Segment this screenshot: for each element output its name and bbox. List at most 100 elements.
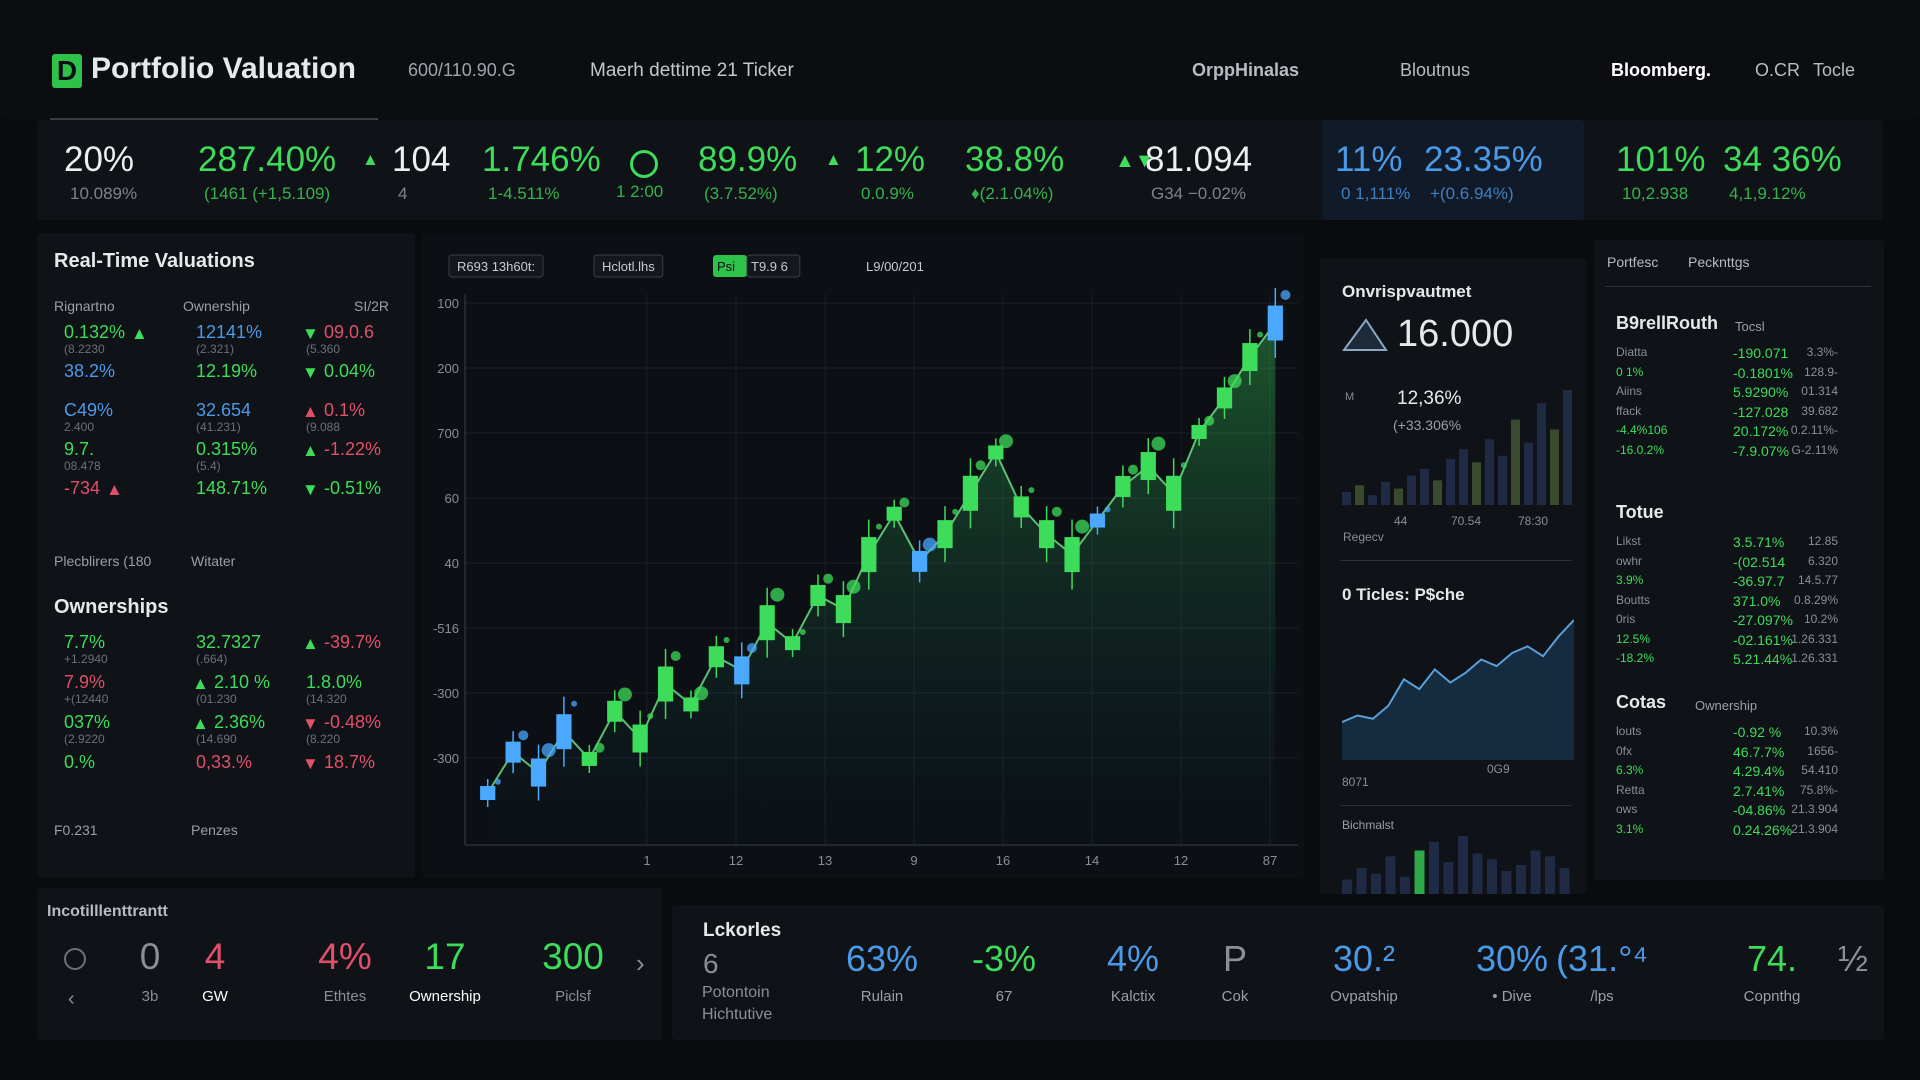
stat-value: P bbox=[1222, 938, 1247, 979]
arrow-icon: ▼ bbox=[302, 754, 319, 773]
table-value: -1.22% bbox=[324, 439, 382, 459]
ticker-value: 81.094 bbox=[1145, 140, 1253, 179]
glow-dot bbox=[799, 628, 806, 635]
candle bbox=[1242, 343, 1258, 372]
y-tick-label: 40 bbox=[445, 556, 459, 571]
stat-value: 74. bbox=[1746, 938, 1798, 979]
sidebar-value: 46.7.7% bbox=[1733, 743, 1785, 760]
candle bbox=[835, 595, 852, 624]
table-value: 0.132% bbox=[64, 322, 126, 342]
toolbar-item: Psi bbox=[717, 259, 735, 274]
arrow-icon: ▲▼ bbox=[1115, 150, 1155, 172]
ticker-value: 101% bbox=[1616, 140, 1706, 179]
bar bbox=[1433, 480, 1442, 505]
ticker-sub: 0 1,111% bbox=[1341, 184, 1411, 203]
header-bar bbox=[0, 0, 1920, 118]
sidebar-value: Diatta bbox=[1616, 345, 1648, 359]
sidebar-value: -(02.514 bbox=[1733, 553, 1786, 570]
y-tick-label: 700 bbox=[437, 426, 459, 441]
overview-marker: M bbox=[1345, 391, 1355, 403]
stat-value: 30.² bbox=[1332, 938, 1396, 979]
y-tick-label: 100 bbox=[437, 296, 459, 311]
section-footer: Plecblirers (180 bbox=[54, 553, 152, 569]
sidebar-tab[interactable]: Portfesc bbox=[1607, 254, 1659, 270]
nav-item[interactable]: Bloutnus bbox=[1400, 60, 1471, 80]
ticker-sub: +(0.6.94%) bbox=[1430, 184, 1514, 203]
ticker-value: 11% bbox=[1335, 140, 1403, 179]
nav-item[interactable]: Tocle bbox=[1813, 60, 1856, 80]
sidebar-value: 20.172% bbox=[1733, 423, 1789, 439]
section-subtitle: Ownership bbox=[1695, 698, 1758, 713]
candle bbox=[1064, 537, 1080, 573]
stat-value: 4% bbox=[318, 936, 372, 977]
stat-label: /lps bbox=[1590, 988, 1614, 1005]
ticker-value: 38.8% bbox=[965, 140, 1065, 179]
glow-dot bbox=[1128, 464, 1139, 475]
table-value: -39.7% bbox=[324, 632, 382, 652]
bar bbox=[1407, 475, 1416, 505]
bar bbox=[1472, 462, 1481, 505]
glow-dot bbox=[875, 523, 882, 530]
nav-item[interactable]: O.CR bbox=[1755, 60, 1800, 80]
sidebar-value: -127.028 bbox=[1733, 403, 1789, 420]
ticker-sub: 1 2:00 bbox=[616, 182, 664, 201]
column-header: Rignartno bbox=[54, 298, 115, 314]
glow-dot bbox=[1051, 506, 1062, 517]
arrow-icon: ▼ bbox=[302, 324, 319, 343]
table-sub: 08.478 bbox=[64, 459, 101, 473]
ticker-sub: 4 bbox=[398, 184, 408, 203]
x-tick-label: 12 bbox=[729, 853, 743, 868]
next-button[interactable]: › bbox=[636, 948, 645, 978]
table-sub: (2.9220 bbox=[64, 732, 105, 746]
table-value: 037% bbox=[64, 712, 111, 732]
stat-label: • Dive bbox=[1492, 988, 1532, 1005]
ticker-sub: 4,1,9.12% bbox=[1729, 184, 1806, 203]
sidebar-tab[interactable]: Pecknttgs bbox=[1688, 254, 1750, 270]
x-tick-label: 1 bbox=[643, 853, 650, 868]
bar bbox=[1394, 488, 1403, 505]
candle bbox=[988, 445, 1004, 460]
stat-value: ½ bbox=[1837, 938, 1869, 979]
ticker-sub: (1461 (+1,5.109) bbox=[204, 184, 331, 203]
portfolio-selector[interactable]: 600/110.90.G bbox=[408, 60, 516, 80]
table-value: 09.0.6 bbox=[324, 322, 375, 342]
prev-button[interactable]: ‹ bbox=[68, 988, 75, 1010]
stat-label: Piclsf bbox=[555, 988, 591, 1005]
candle bbox=[657, 666, 674, 702]
glow-dot bbox=[518, 730, 529, 741]
logo: D bbox=[52, 54, 82, 88]
glow-dot bbox=[694, 686, 709, 701]
table-value: 0.04% bbox=[324, 361, 376, 381]
arrow-icon: ▲ bbox=[302, 634, 319, 653]
stat-label: Copnthg bbox=[1743, 988, 1801, 1005]
arrow-icon: ▼ bbox=[302, 480, 319, 499]
bar bbox=[1443, 862, 1454, 894]
x-tick-label: 70.54 bbox=[1451, 514, 1482, 528]
glow-dot bbox=[1180, 462, 1187, 469]
x-tick-label: 16 bbox=[996, 853, 1010, 868]
divider bbox=[1605, 286, 1871, 287]
candle bbox=[886, 506, 902, 521]
sidebar-value: 2.7.41% bbox=[1733, 782, 1785, 799]
triangle-icon bbox=[1342, 318, 1388, 351]
table-sub: (5.360 bbox=[306, 342, 341, 356]
nav-item[interactable]: Bloomberg. bbox=[1611, 60, 1712, 80]
x-tick-label: 87 bbox=[1263, 853, 1277, 868]
section-title: Incotilllenttrantt bbox=[47, 903, 168, 920]
ticker-sub: 0.0.9% bbox=[861, 184, 914, 203]
ticker-sub: G34 −0.02% bbox=[1151, 184, 1246, 203]
stat-value: 0 bbox=[139, 936, 161, 977]
candle bbox=[632, 724, 648, 753]
sidebar-value: ows bbox=[1616, 802, 1638, 816]
toolbar-item: T9.9 6 bbox=[751, 259, 788, 274]
search-field[interactable]: Maerh dettime 21 Ticker bbox=[590, 60, 794, 81]
table-value: C49% bbox=[64, 400, 114, 420]
nav-item[interactable]: OrppHinalas bbox=[1192, 60, 1300, 80]
glow-dot bbox=[1104, 506, 1111, 513]
glow-dot bbox=[1204, 415, 1215, 426]
bar bbox=[1472, 853, 1483, 894]
bar bbox=[1342, 491, 1351, 505]
section-subtitle: Tocsl bbox=[1735, 319, 1765, 334]
glow-dot bbox=[1227, 374, 1242, 389]
